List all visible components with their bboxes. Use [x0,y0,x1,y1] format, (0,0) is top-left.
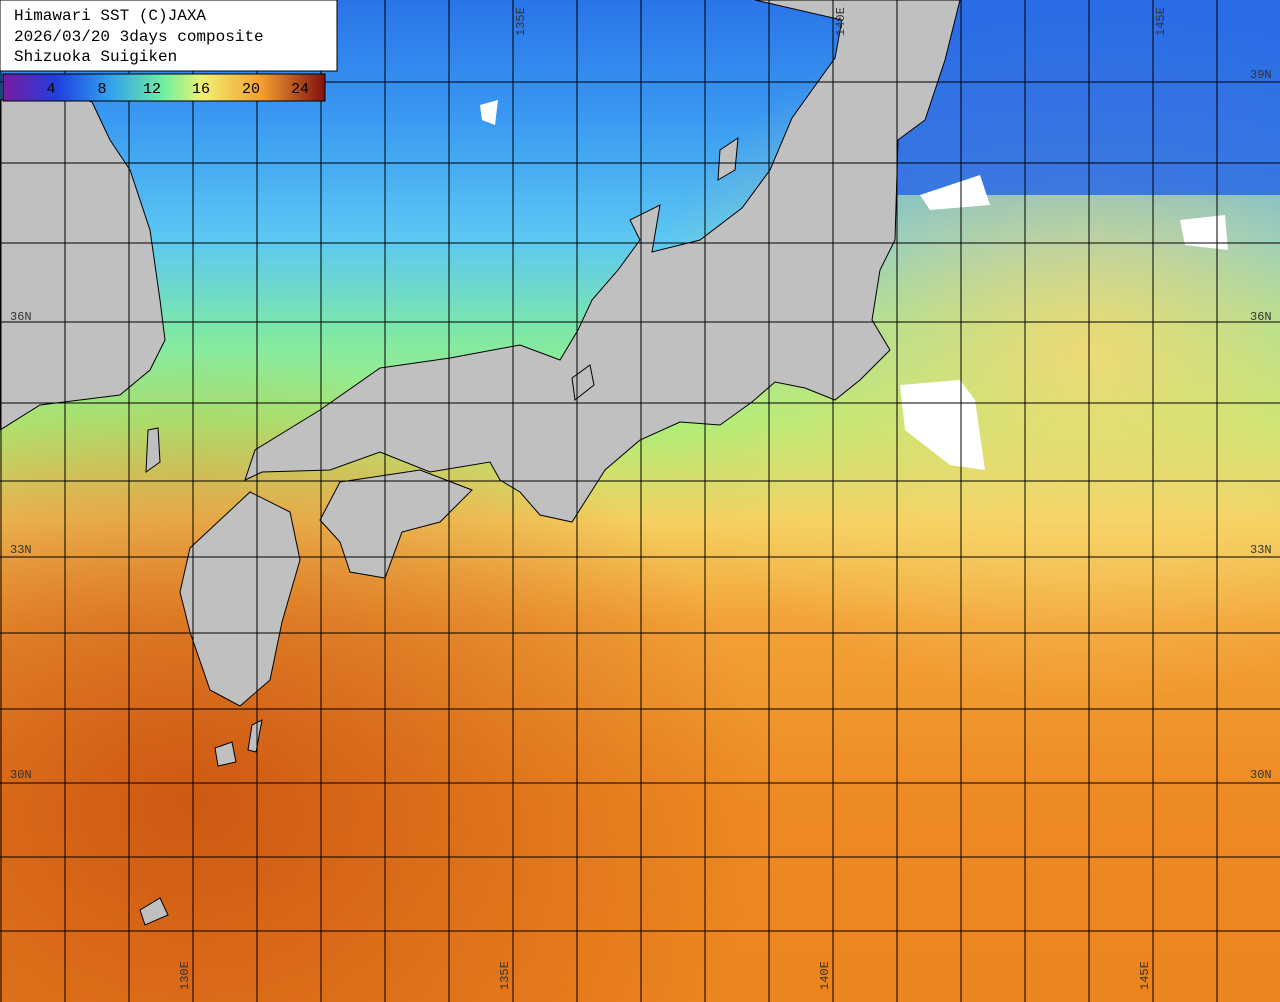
lat-label: 33N [1250,543,1272,557]
colorbar-label: 4 [46,81,55,98]
lon-label: 135E [498,961,512,990]
amami [139,897,169,926]
header-box [0,0,338,72]
korea [0,91,166,431]
lat-label: 39N [1250,68,1272,82]
colorbar [2,73,326,102]
header-line: Himawari SST (C)JAXA [14,7,206,25]
lon-label: 135E [514,7,528,36]
lat-label: 33N [10,543,32,557]
kyushu [179,491,301,707]
header-line: 2026/03/20 3days composite [14,28,264,46]
colorbar-label: 16 [192,81,210,98]
colorbar-label: 8 [97,81,106,98]
land [0,0,961,926]
yakushima [214,741,237,767]
lon-label: 140E [818,961,832,990]
colorbar-label: 12 [143,81,161,98]
cloud [920,175,990,210]
colorbar-label: 20 [242,81,260,98]
colorbar-label: 24 [291,81,309,98]
tanegashima [247,719,263,753]
lat-label: 36N [10,310,32,324]
tsushima [145,427,161,474]
lat-label: 30N [1250,768,1272,782]
lon-label: 140E [834,7,848,36]
lon-label: 145E [1138,961,1152,990]
honshu [244,0,961,523]
lat-label: 30N [10,768,32,782]
cloud [480,100,498,125]
cloud [1180,215,1228,250]
shikoku [319,469,473,579]
sado [717,137,739,181]
header-line: Shizuoka Suigiken [14,48,177,66]
lon-label: 130E [178,961,192,990]
lat-label: 36N [1250,310,1272,324]
lon-label: 145E [1154,7,1168,36]
